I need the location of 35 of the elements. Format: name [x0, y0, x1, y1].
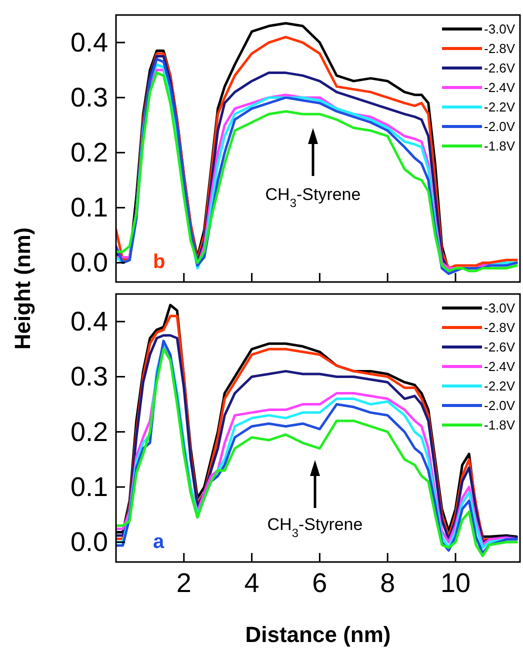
y-tick-label: 0.2: [70, 138, 108, 168]
legend-label: -2.8V: [484, 320, 516, 335]
legend-label: -3.0V: [484, 22, 516, 36]
x-tick-label: 10: [440, 568, 471, 598]
y-tick-label: 0.3: [70, 362, 108, 392]
annotation: b: [153, 251, 166, 273]
legend-label: -2.4V: [484, 80, 516, 95]
legend-label: -2.8V: [484, 41, 516, 56]
x-tick-label: 2: [176, 568, 192, 598]
legend-label: -2.6V: [484, 340, 516, 354]
y-tick-label: 0.2: [70, 416, 108, 447]
legend-label: -2.0V: [484, 398, 516, 413]
y-tick-label: 0.4: [70, 28, 108, 58]
legend-label: -2.4V: [484, 359, 516, 374]
x-tick-label: 6: [312, 568, 328, 598]
y-tick-label: 0.0: [70, 248, 108, 278]
y-tick-label: 0.1: [70, 192, 108, 223]
y-tick-label: 0.3: [70, 82, 108, 113]
y-axis-title: Height (nm): [10, 227, 35, 350]
y-tick-label: 0.4: [70, 306, 108, 337]
legend-label: -1.8V: [484, 138, 516, 154]
legend-label: -3.0V: [484, 300, 516, 316]
x-axis-title: Distance (nm): [245, 622, 391, 647]
y-tick-label: 0.0: [70, 527, 108, 558]
legend-label: -2.6V: [484, 60, 516, 76]
annotation: a: [153, 531, 165, 553]
x-tick-label: 8: [380, 568, 396, 598]
legend-label: -2.2V: [484, 378, 516, 394]
x-tick-label: 4: [244, 568, 260, 598]
annotation: CH$_{3}$-Styrene: [265, 185, 361, 210]
legend-label: -1.8V: [484, 418, 516, 432]
y-tick-label: 0.1: [70, 472, 108, 502]
legend-label: -2.0V: [484, 119, 516, 134]
annotation: CH$_{3}$-Styrene: [267, 515, 363, 540]
legend-label: -2.2V: [484, 100, 516, 114]
